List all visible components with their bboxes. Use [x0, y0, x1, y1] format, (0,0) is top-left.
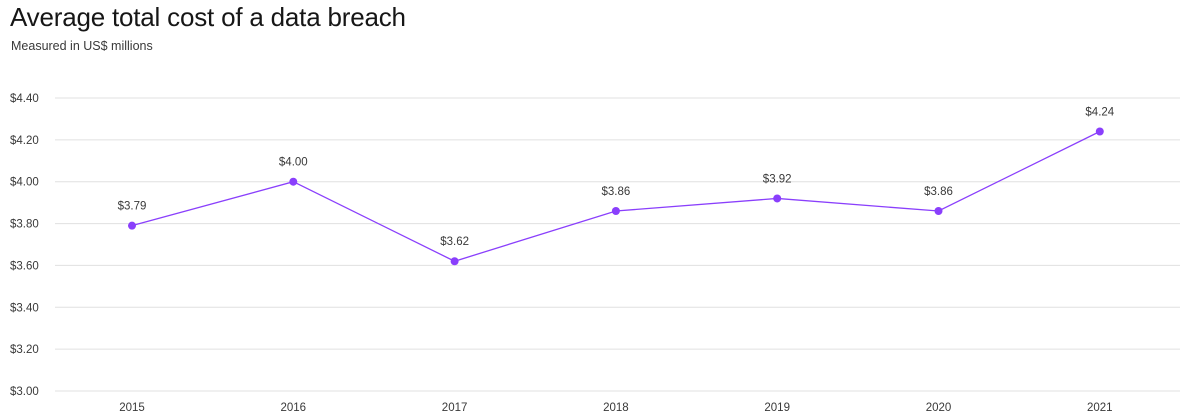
data-label: $3.79 [118, 201, 147, 213]
data-point[interactable] [934, 207, 943, 216]
data-point[interactable] [773, 194, 782, 203]
x-tick-label: 2021 [1087, 402, 1113, 414]
data-point[interactable] [611, 207, 620, 216]
x-axis-ticks: 2015 2016 2017 2018 2019 2020 2021 [119, 402, 1112, 414]
x-tick-label: 2020 [926, 402, 952, 414]
x-tick-label: 2017 [442, 402, 468, 414]
y-tick-label: $4.40 [10, 93, 39, 105]
chart-title: Average total cost of a data breach [10, 2, 406, 32]
chart-subtitle: Measured in US$ millions [11, 39, 153, 53]
data-point[interactable] [128, 221, 136, 230]
x-tick-label: 2016 [281, 402, 307, 414]
y-tick-label: $3.20 [10, 344, 39, 356]
y-tick-label: $3.60 [10, 260, 39, 272]
data-point[interactable] [289, 177, 298, 186]
y-tick-label: $4.00 [10, 177, 39, 189]
y-tick-label: $3.80 [10, 219, 39, 231]
data-points [128, 127, 1104, 266]
data-label: $3.92 [763, 173, 792, 185]
gridlines [55, 97, 1180, 392]
y-axis-ticks: $3.00 $3.20 $3.40 $3.60 $3.80 $4.00 $4.20 $4.40 [10, 93, 39, 398]
data-label: $3.86 [602, 186, 631, 198]
data-label: $3.86 [924, 186, 953, 198]
data-labels: $3.79 $4.00 $3.62 $3.86 $3.92 $3.86 $4.24 [118, 106, 1115, 248]
y-tick-label: $3.00 [10, 386, 39, 398]
data-label: $3.62 [440, 236, 469, 248]
data-label: $4.24 [1085, 106, 1114, 118]
x-tick-label: 2019 [764, 402, 790, 414]
x-tick-label: 2015 [119, 402, 145, 414]
x-tick-label: 2018 [603, 402, 629, 414]
data-point[interactable] [1095, 127, 1104, 136]
y-tick-label: $3.40 [10, 302, 39, 314]
data-label: $4.00 [279, 157, 308, 169]
y-tick-label: $4.20 [10, 135, 39, 147]
data-point[interactable] [450, 257, 459, 266]
